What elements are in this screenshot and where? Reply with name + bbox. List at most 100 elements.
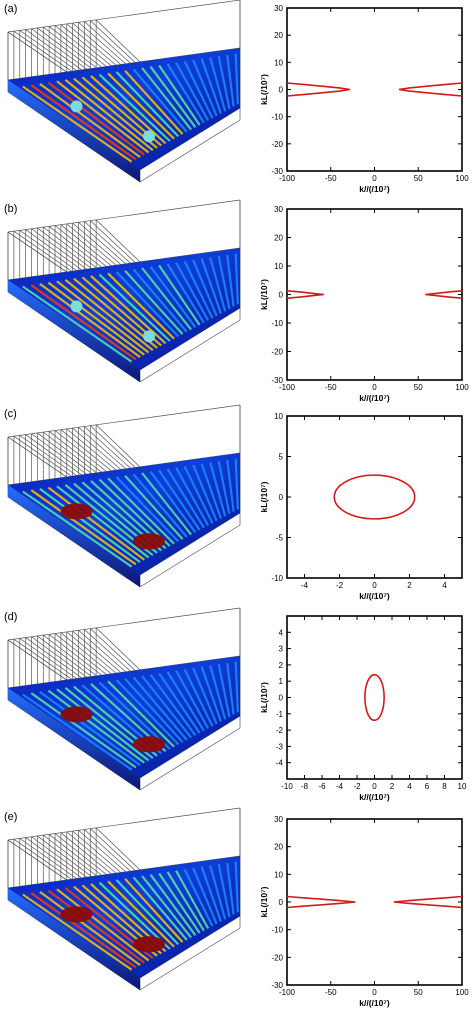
wire-edge <box>139 927 241 991</box>
stripe <box>141 472 192 536</box>
stripe <box>39 83 141 158</box>
hotspot <box>133 736 165 753</box>
stripe <box>166 468 205 529</box>
stripe <box>175 62 210 121</box>
isofrequency-branch <box>286 895 356 909</box>
stripe <box>98 73 171 142</box>
stripe <box>192 867 218 925</box>
y-tick-label: -3 <box>276 742 284 751</box>
stripe <box>226 862 235 915</box>
stripe <box>166 871 205 932</box>
stripe <box>22 693 133 771</box>
x-tick-label: 0 <box>372 782 377 791</box>
stripe <box>200 463 222 519</box>
y-tick-label: 30 <box>274 205 283 214</box>
x-tick-label: 6 <box>425 782 430 791</box>
stripe <box>47 889 145 964</box>
stripe <box>132 268 188 333</box>
dispersion-chart-2: -100 -50 0 50 100-30-20-100102030k//(/10⁷)kL… <box>259 205 469 403</box>
y-tick-label: 2 <box>279 661 284 670</box>
y-tick-label: 30 <box>274 815 283 824</box>
y-tick-label: -10 <box>271 926 283 935</box>
stripe <box>209 865 227 920</box>
y-tick-label: 4 <box>279 628 284 637</box>
stripe <box>192 464 218 522</box>
x-axis-label: k//(/10⁷) <box>359 792 390 802</box>
stripe <box>234 53 239 105</box>
plot-frame <box>286 208 463 381</box>
stripe <box>183 465 214 524</box>
stripe <box>175 467 210 526</box>
y-tick-label: 0 <box>279 694 284 703</box>
hotspot <box>143 130 155 143</box>
stripe <box>22 285 133 363</box>
stripe <box>115 71 180 138</box>
stripe <box>107 272 175 340</box>
stripe-pattern <box>22 661 239 771</box>
stripe <box>56 80 150 154</box>
stripe <box>149 266 197 328</box>
stripe <box>209 257 227 312</box>
stripe <box>149 471 197 533</box>
x-tick-label: 8 <box>442 782 447 791</box>
panel-label: (b) <box>4 203 17 215</box>
x-tick-label: -50 <box>325 174 337 183</box>
plate-edge <box>8 280 140 382</box>
plot-frame <box>286 415 463 579</box>
stripe <box>124 269 184 335</box>
stripe <box>192 259 218 317</box>
plate-surface <box>8 656 240 778</box>
wire-edge <box>139 319 241 383</box>
x-tick-label: -50 <box>325 988 337 997</box>
isofrequency-branch <box>398 82 463 97</box>
stripe <box>209 462 227 517</box>
stripe <box>30 692 137 769</box>
stripe <box>183 668 214 727</box>
stripe <box>166 63 205 124</box>
y-tick-label: 20 <box>274 843 283 852</box>
stripe <box>234 253 239 305</box>
y-tick-label: 1 <box>279 677 284 686</box>
stripe <box>30 892 137 969</box>
y-tick-label: 0 <box>279 86 284 95</box>
stripe <box>141 875 192 939</box>
x-tick-label: -4 <box>336 782 344 791</box>
y-axis-label: kL(/10⁷) <box>259 74 269 105</box>
stripe <box>124 474 184 540</box>
panel-label: (c) <box>4 408 17 420</box>
isofrequency-branch <box>286 290 324 299</box>
x-tick-label: 50 <box>414 988 423 997</box>
x-tick-label: -100 <box>279 383 296 392</box>
wire-edge <box>7 0 241 33</box>
isofrequency-ellipse <box>333 474 416 520</box>
y-tick-label: 10 <box>274 58 283 67</box>
wire-edge <box>139 727 241 791</box>
stripe <box>64 279 154 352</box>
y-tick-label: -30 <box>271 167 283 176</box>
x-tick-label: 0 <box>372 988 377 997</box>
stripe <box>107 477 175 545</box>
stripe <box>47 689 145 764</box>
stripe <box>124 677 184 743</box>
stripe <box>30 284 137 361</box>
y-tick-label: 10 <box>274 870 283 879</box>
x-tick-label: -100 <box>279 174 296 183</box>
y-tick-label: 30 <box>274 4 283 13</box>
plot-frame <box>286 818 463 986</box>
stripe <box>217 663 231 718</box>
y-axis-label: kL(/10⁷) <box>259 481 269 512</box>
stripe <box>226 662 235 715</box>
dispersion-chart-3: -4 -2 0 2 4 -10 -5 0 5 10 k//(/10⁷) kL(/10⁷) <box>259 412 463 601</box>
stripe <box>149 674 197 736</box>
stripe <box>166 671 205 732</box>
y-tick-label: -20 <box>271 140 283 149</box>
y-tick-label: -1 <box>276 710 284 719</box>
stripe <box>64 79 154 152</box>
stripe <box>234 861 239 913</box>
stripe <box>175 870 210 929</box>
stripe <box>141 267 192 331</box>
stripe <box>149 66 197 128</box>
y-tick-label: -20 <box>271 953 283 962</box>
